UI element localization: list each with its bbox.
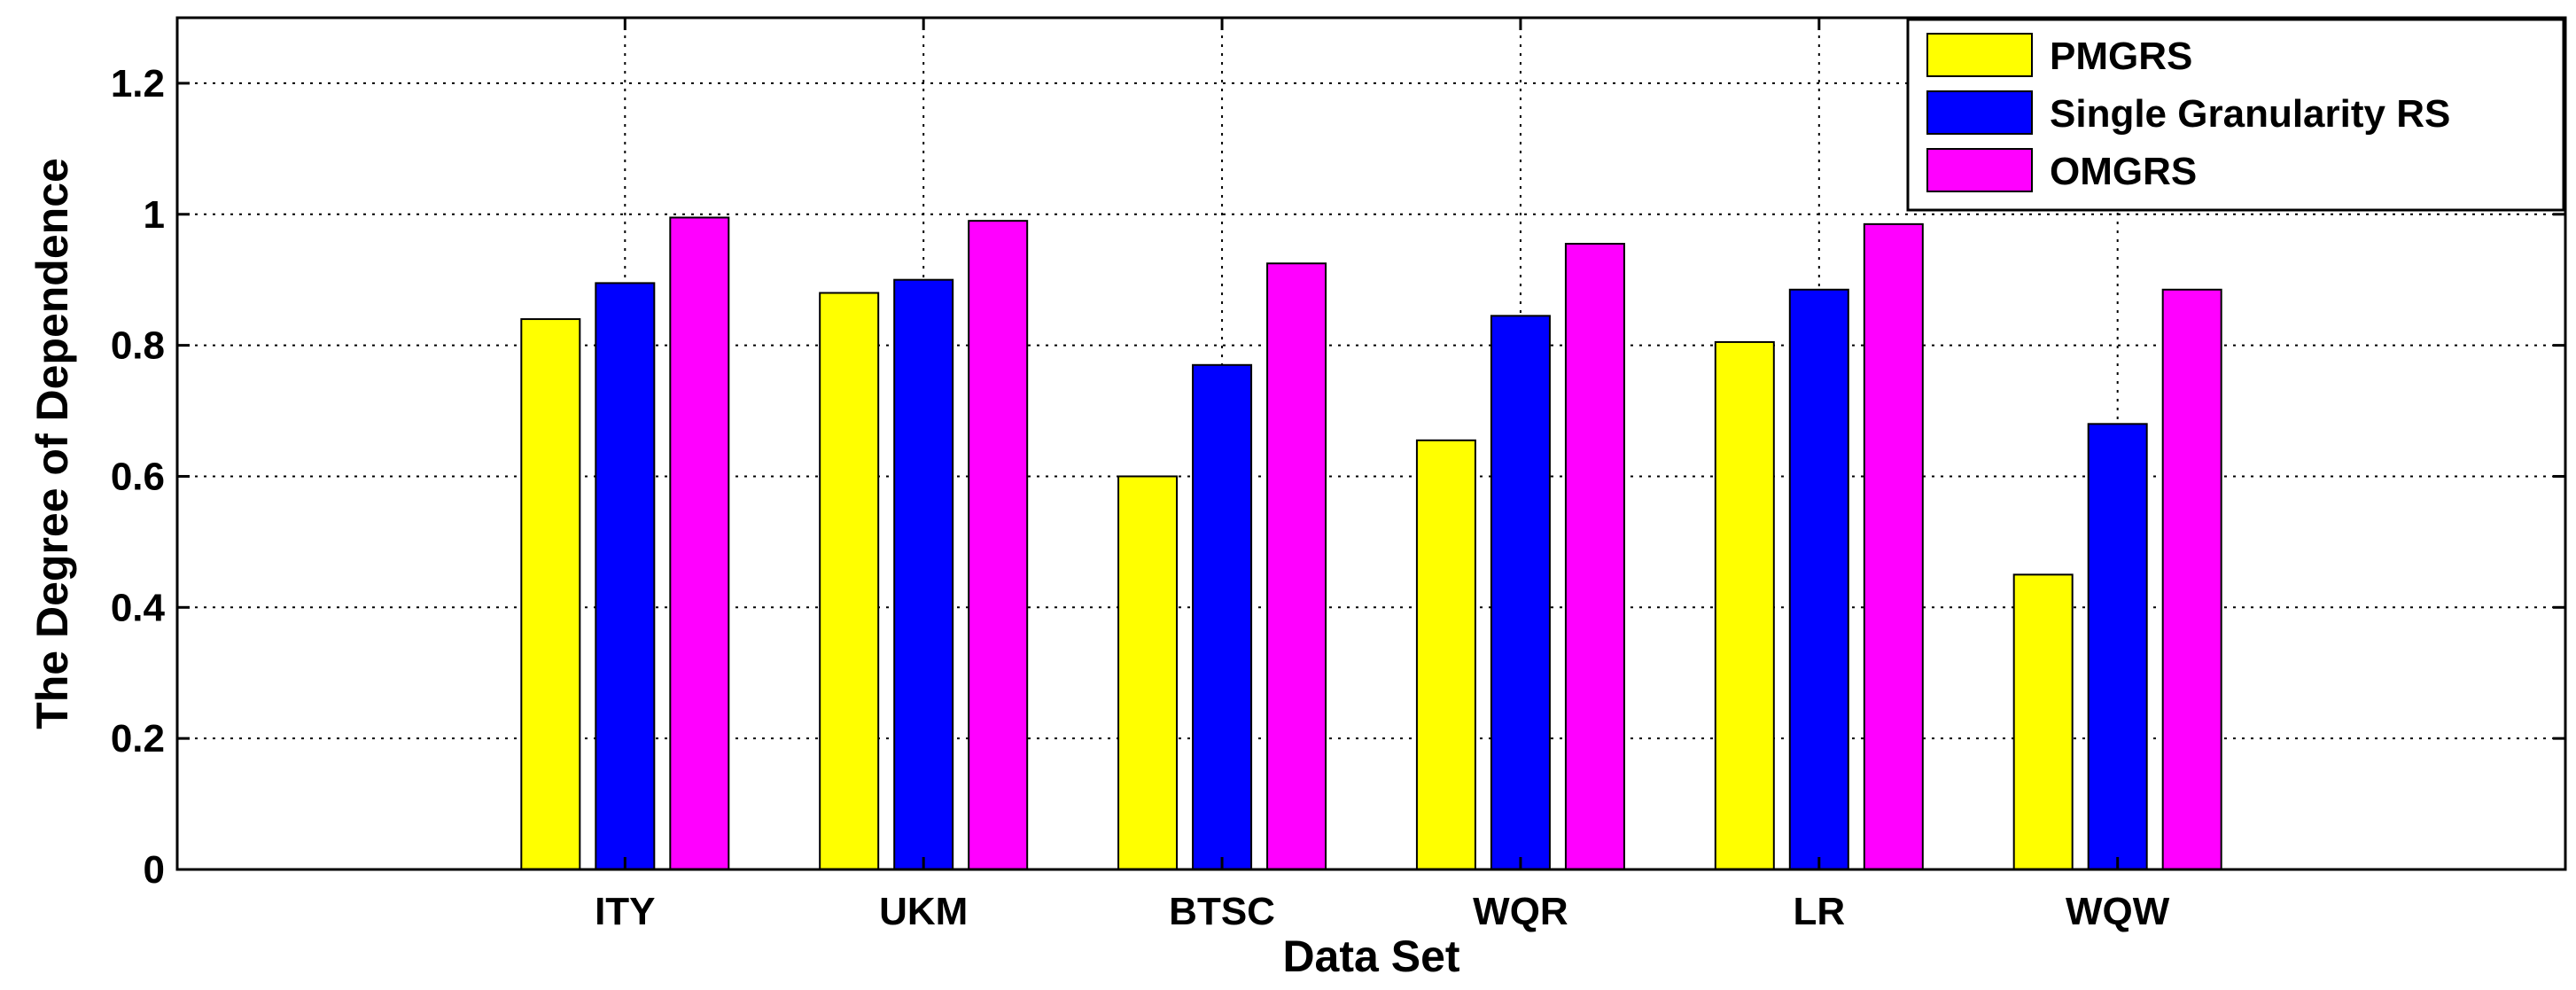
bar-pmgrs-wqw <box>2012 573 2074 870</box>
x-tick-label-ity: ITY <box>595 890 655 933</box>
y-tick-label-2: 0.4 <box>111 586 166 629</box>
legend-label-omgrs: OMGRS <box>2050 150 2197 193</box>
y-tick-label-4: 0.8 <box>111 324 165 368</box>
bar-pmgrs-lr <box>1714 340 1775 870</box>
bar-omgrs-ity <box>669 216 730 870</box>
bar-pmgrs-ukm <box>819 292 880 870</box>
x-tick-label-wqw: WQW <box>2066 890 2170 933</box>
x-tick-label-ukm: UKM <box>879 890 968 933</box>
legend-label-pmgrs: PMGRS <box>2050 35 2192 78</box>
bar-omgrs-ukm <box>968 220 1029 870</box>
legend-swatch-pmgrs <box>1926 33 2033 77</box>
plot-frame <box>175 16 2567 871</box>
legend-swatch-single-granularity-rs <box>1926 90 2033 135</box>
y-tick-label-3: 0.6 <box>111 455 165 498</box>
axis-ticks <box>177 18 2565 871</box>
x-tick-label-btsc: BTSC <box>1169 890 1275 933</box>
bar-omgrs-btsc <box>1266 262 1327 870</box>
bar-pmgrs-ity <box>520 318 581 870</box>
bar-single-granularity-rs-ukm <box>893 278 954 870</box>
y-axis-title: The Degree of Dependence <box>27 158 77 729</box>
bar-single-granularity-rs-ity <box>595 282 656 870</box>
bar-omgrs-wqr <box>1564 243 1625 870</box>
y-tick-label-0: 0 <box>144 848 165 892</box>
y-tick-label-1: 0.2 <box>111 717 165 760</box>
bar-pmgrs-wqr <box>1415 439 1476 870</box>
y-tick-label-6: 1.2 <box>111 62 165 105</box>
x-tick-label-lr: LR <box>1793 890 1845 933</box>
bar-single-granularity-rs-wqw <box>2087 423 2148 870</box>
tick-labels: 0 0.2 0.4 0.6 0.8 1 1.2 ITY UKM BTSC WQR LR WQW <box>111 62 2170 933</box>
x-tick-label-wqr: WQR <box>1473 890 1568 933</box>
x-axis-title: Data Set <box>1282 932 1459 981</box>
legend-label-single-granularity-rs: Single Granularity RS <box>2050 92 2450 136</box>
legend-swatch-omgrs <box>1926 148 2033 192</box>
bar-omgrs-wqw <box>2161 288 2222 870</box>
bar-single-granularity-rs-btsc <box>1192 363 1253 870</box>
bar-pmgrs-btsc <box>1117 475 1179 870</box>
bar-omgrs-lr <box>1863 222 1924 871</box>
bar-single-granularity-rs-lr <box>1788 288 1849 870</box>
bar-single-granularity-rs-wqr <box>1490 315 1551 871</box>
bars <box>520 216 2222 871</box>
legend: PMGRS Single Granularity RS OMGRS <box>1906 18 2565 212</box>
y-tick-label-5: 1 <box>144 193 165 237</box>
